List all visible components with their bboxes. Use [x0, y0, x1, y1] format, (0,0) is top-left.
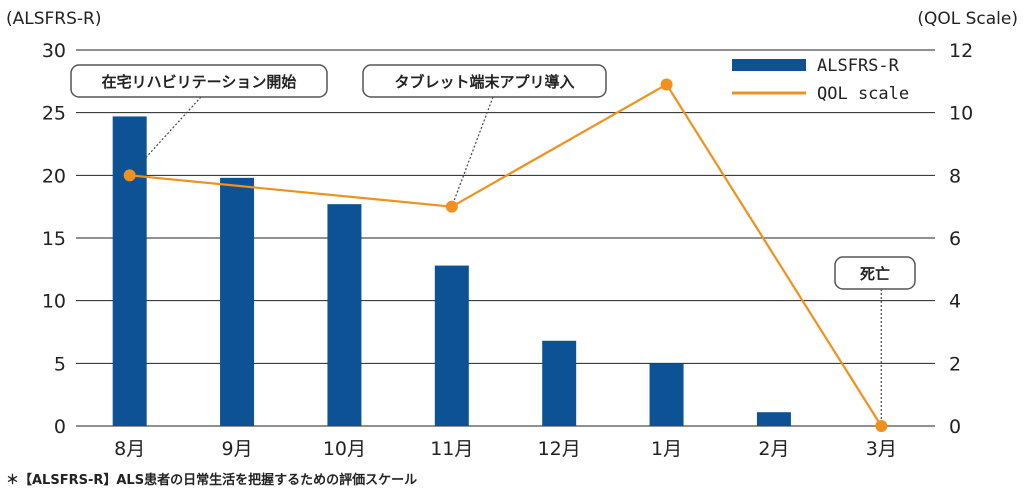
legend-label-qol: QOL scale [817, 84, 909, 104]
bar [649, 363, 684, 426]
qol-point [445, 200, 458, 213]
y-left-tick-label: 20 [42, 165, 66, 187]
qol-point [123, 169, 136, 182]
y-right-tick-label: 8 [949, 165, 961, 187]
qol-point [875, 420, 888, 432]
annotation-label: 死亡 [860, 265, 890, 283]
annotation-box [70, 64, 328, 98]
x-tick-label: 8月 [114, 438, 145, 460]
x-tick-label: 12月 [538, 438, 581, 460]
x-tick-label: 9月 [222, 438, 253, 460]
y-right-tick-label: 4 [949, 291, 961, 313]
bar [542, 340, 577, 426]
y-left-tick-label: 0 [54, 416, 66, 438]
bars-layer [112, 116, 791, 426]
y-left-tick-label: 25 [42, 103, 66, 125]
y-right-axis-label: (QOL Scale) [917, 9, 1018, 29]
y-left-axis-label: (ALSFRS-R) [6, 9, 101, 29]
footnote: ＊【ALSFRS-R】ALS患者の日常生活を把握するための評価スケール [6, 472, 417, 488]
y-right-tick-label: 2 [949, 353, 961, 375]
line-layer [123, 78, 888, 432]
y-left-tick-label: 30 [42, 40, 66, 62]
x-tick-label: 11月 [430, 438, 473, 460]
legend-label-alsfrs: ALSFRS-R [817, 56, 900, 76]
y-right-tick-label: 6 [949, 228, 961, 250]
qol-point [660, 78, 673, 91]
annotation-label: タブレット端末アプリ導入 [394, 73, 574, 91]
annotation-label: 在宅リハビリテーション開始 [102, 73, 297, 91]
x-tick-label: 3月 [866, 438, 897, 460]
x-tick-label: 1月 [651, 438, 682, 460]
leaders-layer [129, 96, 882, 426]
y-left-tick-label: 10 [42, 291, 66, 313]
bar [756, 412, 791, 426]
grid-layer [76, 49, 935, 427]
y-right-tick-label: 0 [949, 416, 961, 438]
bar [112, 116, 147, 426]
y-left-tick-label: 5 [54, 353, 66, 375]
y-left-tick-label: 15 [42, 228, 66, 250]
annotation-leader [451, 96, 494, 207]
y-right-tick-label: 12 [949, 40, 973, 62]
bar [434, 265, 469, 426]
annotation-leader [129, 96, 202, 176]
annotation-box [834, 256, 916, 290]
y-right-tick-label: 10 [949, 103, 973, 125]
axis-layer: 0 5 10 15 20 25 30 0 2 4 6 8 10 12 8月 9月 10月 11月 12月 1月 2月 3月 [42, 40, 973, 460]
x-tick-label: 2月 [758, 438, 789, 460]
bar [220, 177, 255, 426]
bar [327, 204, 362, 426]
annotation-box [362, 64, 607, 98]
qol-line [129, 82, 883, 427]
x-tick-label: 10月 [323, 438, 366, 460]
legend: ALSFRS-R QOL scale [732, 56, 909, 104]
legend-swatch-alsfrs [732, 59, 806, 71]
